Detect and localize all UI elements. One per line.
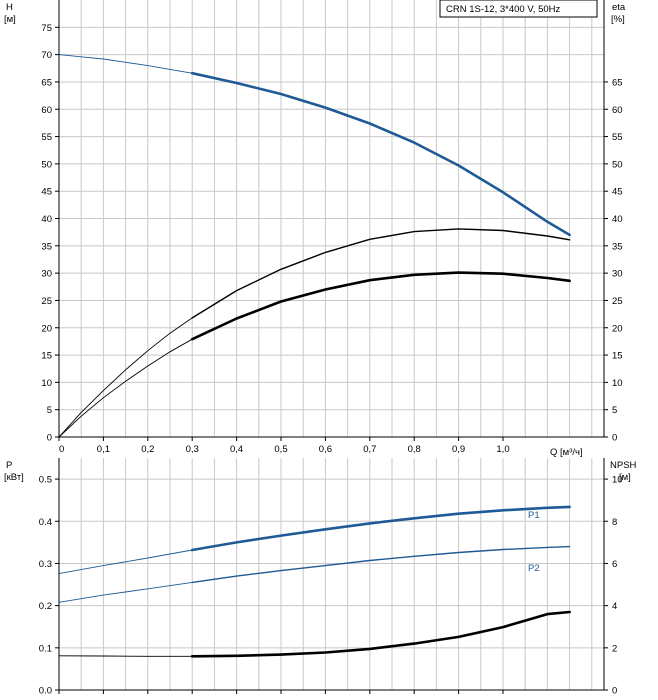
top-left-tick-label: 0 [47, 433, 52, 444]
series-label-p1: P1 [528, 510, 540, 521]
series-label-p2: P2 [528, 563, 540, 574]
top-left-tick-label: 10 [41, 378, 52, 389]
eta-axis-label: eta [612, 2, 626, 13]
bottom-right-tick-label: 4 [612, 601, 617, 612]
head-axis-unit: [м] [4, 14, 16, 25]
x-tick-label: 0,9 [452, 444, 465, 455]
top-right-tick-label: 35 [612, 241, 623, 252]
bottom-left-tick-label: 0.0 [39, 686, 52, 697]
top-right-tick-label: 20 [612, 323, 623, 334]
top-left-tick-label: 15 [41, 351, 52, 362]
x-tick-label: 0,8 [408, 444, 421, 455]
bottom-left-tick-label: 0.5 [39, 475, 52, 486]
bottom-right-tick-label: 2 [612, 643, 617, 654]
npsh-axis-unit: [м] [619, 472, 631, 483]
x-tick-label: 0,2 [141, 444, 154, 455]
series-eta_total-line [190, 271, 571, 341]
top-left-tick-label: 50 [41, 159, 52, 170]
x-tick-label: 0,4 [230, 444, 243, 455]
top-right-tick-label: 50 [612, 159, 623, 170]
top-left-tick-label: 25 [41, 296, 52, 307]
series-eta_total-extrapolated [58, 338, 193, 438]
x-tick-label: 0,3 [186, 444, 199, 455]
top-right-tick-label: 15 [612, 351, 623, 362]
x-tick-label: 1,0 [496, 444, 509, 455]
top-right-tick-label: 30 [612, 269, 623, 280]
x-tick-label: 0,6 [319, 444, 332, 455]
top-right-tick-label: 55 [612, 132, 623, 143]
series-head-line [190, 71, 571, 237]
npsh-axis-label: NPSH [610, 460, 637, 471]
series-head-extrapolated [58, 54, 193, 74]
series-layer [58, 54, 571, 658]
top-left-tick-label: 60 [41, 105, 52, 116]
top-left-tick-label: 40 [41, 214, 52, 225]
x-tick-label: 0 [59, 444, 64, 455]
top-left-tick-label: 55 [41, 132, 52, 143]
head-axis-label: H [6, 2, 13, 13]
axes-layer: 0510152025303540455055606570750510152025… [39, 0, 623, 697]
bottom-left-tick-label: 0.3 [39, 559, 52, 570]
bottom-left-tick-label: 0.4 [39, 517, 52, 528]
power-axis-label: P [6, 460, 12, 471]
title-box [439, 0, 598, 18]
top-right-tick-label: 5 [612, 405, 617, 416]
series-p2-line [191, 545, 571, 584]
top-right-tick-label: 10 [612, 378, 623, 389]
series-p1-line [190, 505, 571, 552]
top-left-tick-label: 65 [41, 77, 52, 88]
top-right-tick-label: 60 [612, 105, 623, 116]
top-left-tick-label: 5 [47, 405, 52, 416]
series-eta-extrapolated [58, 317, 193, 438]
series-p2-extrapolated [58, 581, 193, 603]
top-left-tick-label: 20 [41, 323, 52, 334]
flow-axis-label: Q [м³/ч] [550, 447, 583, 458]
series-npsh-extrapolated [58, 655, 193, 657]
series-npsh-line [190, 610, 571, 658]
top-right-tick-label: 25 [612, 296, 623, 307]
x-tick-label: 0,1 [97, 444, 110, 455]
power-axis-unit: [кВт] [4, 472, 24, 483]
series-eta-line [191, 228, 571, 319]
top-left-tick-label: 45 [41, 187, 52, 198]
bottom-right-tick-label: 6 [612, 559, 617, 570]
grid-layer [59, 0, 604, 690]
eta-axis-unit: [%] [611, 14, 625, 25]
series-p1-extrapolated [58, 549, 193, 575]
bottom-right-tick-label: 8 [612, 517, 617, 528]
top-right-tick-label: 65 [612, 77, 623, 88]
bottom-right-tick-label: 10 [612, 475, 623, 486]
bottom-left-tick-label: 0.2 [39, 601, 52, 612]
bottom-right-tick-label: 0 [612, 686, 617, 697]
top-left-tick-label: 70 [41, 50, 52, 61]
top-left-tick-label: 35 [41, 241, 52, 252]
x-tick-label: 0,5 [274, 444, 287, 455]
chart-title: CRN 1S-12, 3*400 V, 50Hz [446, 4, 560, 15]
bottom-left-tick-label: 0.1 [39, 643, 52, 654]
top-right-tick-label: 45 [612, 187, 623, 198]
top-right-tick-label: 40 [612, 214, 623, 225]
x-tick-label: 0,7 [363, 444, 376, 455]
top-left-tick-label: 75 [41, 23, 52, 34]
top-right-tick-label: 0 [612, 433, 617, 444]
top-left-tick-label: 30 [41, 269, 52, 280]
